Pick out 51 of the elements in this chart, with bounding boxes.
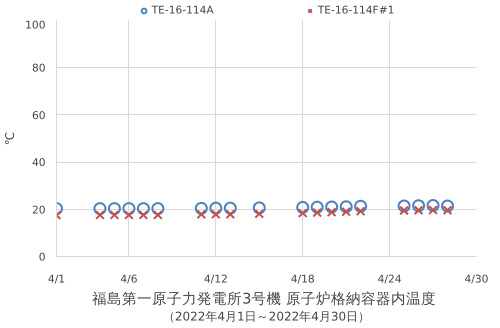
x-tick-label: 4/18: [290, 272, 315, 286]
point: [108, 202, 121, 216]
point: [426, 199, 440, 212]
point: [95, 210, 105, 220]
x-tick-label: 4/30: [464, 272, 489, 286]
point: [110, 210, 120, 220]
point: [151, 202, 164, 216]
legend-label: TE-16-114F#1: [318, 4, 394, 16]
legend-label: TE-16-114A: [152, 4, 214, 16]
point: [341, 206, 352, 217]
point: [442, 205, 452, 216]
text: （2022年4月1日～2022年4月30日）: [162, 310, 370, 324]
y-tick-label: 80: [32, 62, 46, 75]
point: [210, 209, 221, 220]
point: [398, 200, 411, 212]
point: [93, 202, 106, 216]
point: [325, 200, 338, 214]
point: [122, 202, 136, 216]
y-tick-label: 60: [32, 108, 46, 122]
point: [209, 202, 222, 215]
point: [310, 200, 324, 214]
point: [138, 210, 148, 220]
point: [196, 209, 206, 220]
point: [356, 206, 366, 216]
point: [136, 202, 150, 216]
y-tick-label: 0: [38, 250, 46, 264]
text: 福島第一原子力発電所3号機 原子炉格納容器内温度: [92, 290, 436, 308]
point: [252, 201, 266, 214]
point: [414, 205, 424, 216]
point: [340, 200, 353, 214]
point: [412, 199, 426, 212]
x-tick-label: 4/24: [378, 272, 402, 286]
point: [312, 208, 322, 218]
point: [298, 208, 308, 218]
y-tick-label: 100: [25, 18, 46, 32]
point: [441, 200, 454, 212]
y-tick-label: 20: [32, 203, 46, 216]
point: [296, 200, 310, 214]
point: [254, 208, 264, 219]
point: [152, 210, 163, 220]
point: [224, 202, 237, 215]
x-tick-label: 4/6: [120, 272, 138, 286]
y-tick-label: 40: [32, 156, 46, 170]
x-tick-label: 4/1: [48, 272, 66, 286]
y-axis-title: ℃: [3, 132, 18, 146]
point: [225, 209, 236, 220]
x-tick-label: 4/12: [204, 272, 228, 286]
point: [354, 200, 368, 213]
point: [326, 207, 337, 218]
point: [194, 202, 208, 215]
point: [124, 210, 134, 220]
